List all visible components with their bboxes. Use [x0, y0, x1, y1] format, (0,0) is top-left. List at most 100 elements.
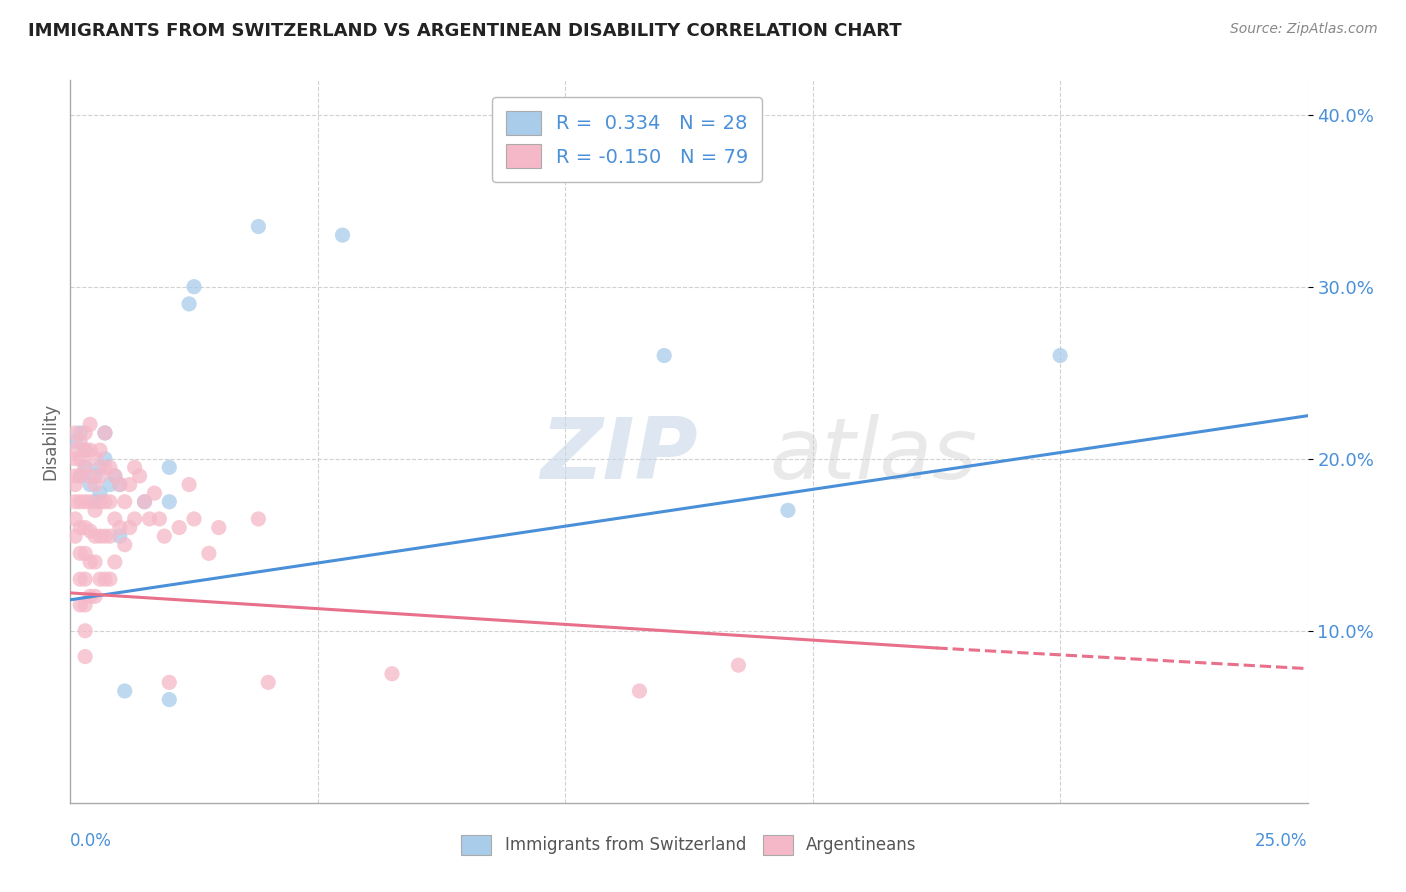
Point	[108, 477, 131, 491]
Point	[84, 555, 107, 569]
Point	[75, 649, 97, 664]
Point	[114, 538, 136, 552]
Point	[118, 520, 141, 534]
Point	[727, 658, 749, 673]
Point	[183, 512, 205, 526]
Point	[1049, 349, 1071, 363]
Point	[75, 572, 97, 586]
Point	[65, 494, 87, 508]
Point	[94, 425, 117, 440]
Point	[65, 529, 87, 543]
Point	[104, 469, 127, 483]
Point	[157, 460, 180, 475]
Point	[108, 529, 131, 543]
Point	[89, 529, 111, 543]
Point	[89, 572, 111, 586]
Point	[84, 477, 107, 491]
Point	[84, 469, 107, 483]
Point	[75, 425, 97, 440]
Point	[94, 425, 117, 440]
Point	[75, 443, 97, 458]
Point	[332, 228, 354, 243]
Point	[69, 520, 91, 534]
Point	[75, 546, 97, 560]
Point	[98, 494, 121, 508]
Point	[108, 520, 131, 534]
Text: 0.0%: 0.0%	[70, 831, 112, 850]
Point	[143, 486, 166, 500]
Point	[124, 512, 146, 526]
Point	[94, 529, 117, 543]
Point	[75, 624, 97, 638]
Point	[157, 494, 180, 508]
Point	[128, 469, 150, 483]
Point	[652, 349, 675, 363]
Point	[167, 520, 190, 534]
Point	[138, 512, 160, 526]
Point	[177, 477, 200, 491]
Point	[157, 692, 180, 706]
Point	[94, 494, 117, 508]
Point	[134, 494, 156, 508]
Point	[94, 451, 117, 466]
Point	[134, 494, 156, 508]
Point	[381, 666, 404, 681]
Point	[79, 590, 101, 604]
Point	[69, 598, 91, 612]
Text: 25.0%: 25.0%	[1256, 831, 1308, 850]
Point	[65, 512, 87, 526]
Point	[89, 494, 111, 508]
Point	[75, 443, 97, 458]
Point	[108, 477, 131, 491]
Point	[65, 477, 87, 491]
Point	[89, 469, 111, 483]
Point	[69, 469, 91, 483]
Point	[247, 512, 270, 526]
Point	[247, 219, 270, 234]
Point	[104, 469, 127, 483]
Text: atlas: atlas	[769, 415, 977, 498]
Point	[69, 469, 91, 483]
Text: IMMIGRANTS FROM SWITZERLAND VS ARGENTINEAN DISABILITY CORRELATION CHART: IMMIGRANTS FROM SWITZERLAND VS ARGENTINE…	[28, 22, 901, 40]
Point	[65, 469, 87, 483]
Point	[148, 512, 170, 526]
Point	[118, 477, 141, 491]
Point	[65, 443, 87, 458]
Point	[89, 460, 111, 475]
Point	[257, 675, 280, 690]
Point	[198, 546, 221, 560]
Point	[98, 460, 121, 475]
Point	[69, 425, 91, 440]
Legend: Immigrants from Switzerland, Argentineans: Immigrants from Switzerland, Argentinean…	[450, 823, 928, 867]
Point	[79, 555, 101, 569]
Point	[776, 503, 799, 517]
Point	[75, 598, 97, 612]
Text: ZIP: ZIP	[540, 415, 699, 498]
Point	[84, 494, 107, 508]
Point	[84, 590, 107, 604]
Point	[89, 443, 111, 458]
Point	[75, 460, 97, 475]
Point	[89, 486, 111, 500]
Point	[98, 477, 121, 491]
Point	[79, 494, 101, 508]
Point	[69, 572, 91, 586]
Point	[65, 425, 87, 440]
Point	[114, 684, 136, 698]
Point	[84, 503, 107, 517]
Point	[84, 529, 107, 543]
Point	[208, 520, 231, 534]
Point	[98, 529, 121, 543]
Point	[69, 434, 91, 449]
Point	[69, 451, 91, 466]
Y-axis label: Disability: Disability	[41, 403, 59, 480]
Point	[69, 546, 91, 560]
Text: Source: ZipAtlas.com: Source: ZipAtlas.com	[1230, 22, 1378, 37]
Point	[79, 443, 101, 458]
Point	[153, 529, 176, 543]
Point	[65, 434, 87, 449]
Point	[104, 555, 127, 569]
Point	[94, 572, 117, 586]
Point	[124, 460, 146, 475]
Point	[75, 460, 97, 475]
